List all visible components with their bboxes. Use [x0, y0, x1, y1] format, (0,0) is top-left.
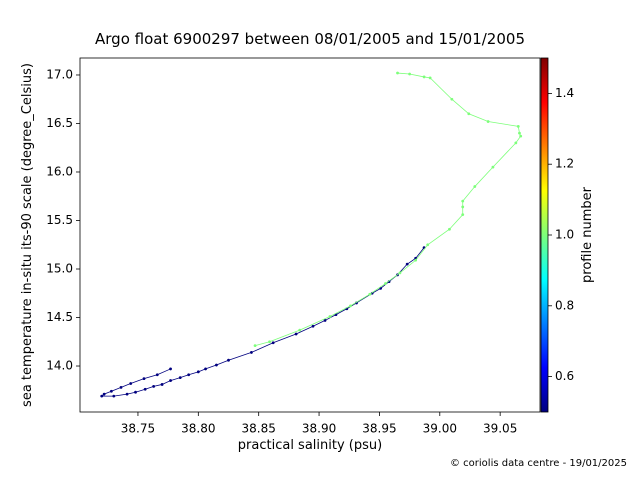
data-point — [250, 351, 253, 354]
data-point — [268, 340, 271, 344]
data-point — [405, 262, 409, 266]
data-point — [384, 282, 387, 285]
data-point — [428, 76, 432, 80]
data-point — [169, 379, 172, 382]
colorbar-tick-label: 0.6 — [555, 369, 574, 383]
data-point — [450, 97, 454, 101]
data-point — [486, 120, 490, 123]
data-point — [349, 304, 352, 308]
plot-area — [80, 58, 540, 412]
data-point — [271, 341, 275, 345]
data-point — [227, 358, 230, 362]
data-point — [461, 205, 465, 209]
x-tick-label: 39.05 — [483, 422, 517, 436]
data-point — [323, 319, 327, 322]
y-tick-label: 14.0 — [46, 359, 73, 373]
colorbar-tick-label: 1.4 — [555, 86, 574, 100]
data-point — [125, 392, 129, 396]
x-tick-label: 38.80 — [181, 422, 215, 436]
y-tick-label: 17.0 — [46, 67, 73, 81]
data-point — [368, 292, 372, 296]
credit: © coriolis data centre - 19/01/2025 — [450, 458, 627, 469]
data-point — [196, 370, 200, 374]
data-point — [160, 383, 164, 386]
x-tick-label: 39.00 — [423, 422, 457, 436]
data-point — [311, 324, 315, 328]
data-point — [491, 165, 495, 169]
data-point — [152, 384, 156, 388]
data-point — [448, 227, 451, 231]
y-tick-label: 15.5 — [46, 213, 73, 227]
colorbar-tick-label: 1.0 — [555, 228, 574, 242]
x-tick-label: 38.85 — [242, 422, 276, 436]
x-axis-label: practical salinity (psu) — [238, 438, 382, 453]
x-tick-label: 38.90 — [302, 422, 336, 436]
data-point — [134, 390, 137, 394]
data-point — [129, 382, 133, 385]
colorbar-tick-label: 0.8 — [555, 298, 574, 312]
data-point — [514, 141, 518, 145]
data-point — [178, 376, 182, 380]
data-point — [204, 367, 207, 371]
data-point — [155, 373, 159, 377]
data-point — [426, 243, 430, 247]
data-point — [518, 131, 521, 135]
data-point — [519, 134, 523, 138]
chart-title: Argo float 6900297 between 08/01/2005 an… — [95, 30, 525, 48]
data-point — [102, 392, 106, 396]
data-point — [119, 385, 123, 389]
data-point — [408, 72, 412, 76]
data-point — [143, 387, 147, 391]
y-tick-label: 16.0 — [46, 164, 73, 178]
data-point — [294, 332, 298, 336]
data-point — [396, 71, 399, 75]
data-point — [169, 367, 172, 371]
data-point — [142, 377, 146, 381]
plot-frame — [79, 57, 541, 413]
data-point — [100, 394, 104, 398]
data-point — [516, 124, 520, 128]
data-point — [461, 199, 465, 203]
colorbar-tick-label: 1.2 — [555, 157, 574, 171]
data-point — [187, 373, 191, 377]
data-point — [461, 213, 465, 217]
x-tick-label: 38.95 — [362, 422, 396, 436]
y-tick-label: 16.5 — [46, 116, 73, 130]
colorbar — [540, 57, 549, 413]
y-tick-label: 14.5 — [46, 310, 73, 324]
y-tick-label: 15.0 — [46, 262, 73, 276]
data-point — [473, 185, 477, 188]
data-point — [253, 344, 257, 348]
data-point — [422, 75, 426, 79]
y-axis-label: sea temperature in-situ its-90 scale (de… — [20, 63, 35, 407]
data-point — [298, 328, 302, 332]
data-point — [328, 315, 332, 318]
data-point — [112, 394, 116, 398]
data-point — [398, 271, 402, 275]
data-point — [414, 258, 418, 262]
data-point — [109, 389, 113, 393]
colorbar-label: profile number — [580, 186, 595, 283]
data-point — [215, 363, 218, 367]
data-point — [467, 112, 471, 116]
x-tick-label: 38.75 — [121, 422, 155, 436]
